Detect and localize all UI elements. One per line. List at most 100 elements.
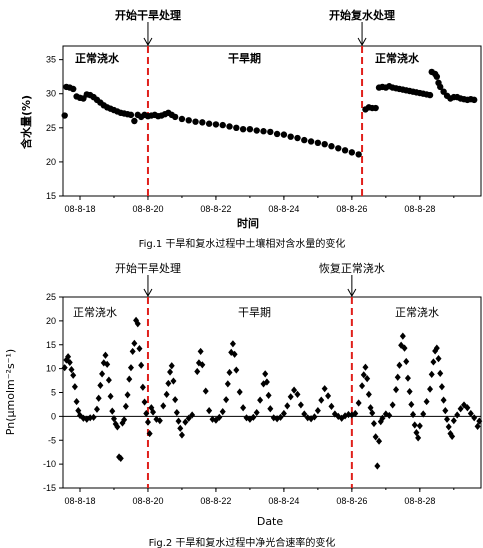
fig2-data-point — [444, 415, 451, 423]
fig2-data-point — [374, 462, 381, 470]
fig1-data-point — [328, 143, 335, 150]
fig1-data-point — [372, 104, 379, 112]
fig2-data-point — [311, 413, 318, 421]
fig2-data-point — [97, 381, 104, 389]
fig2-y-tick-label: -5 — [48, 435, 56, 445]
fig1-marker-label: 开始复水处理 — [329, 8, 395, 22]
fig2-data-point — [291, 386, 298, 394]
fig2-data-point — [301, 410, 308, 418]
fig2-data-point — [144, 418, 151, 426]
fig2-data-point — [280, 409, 287, 418]
fig2-x-tick-label: 08-8-18 — [64, 496, 95, 506]
fig2-data-point — [355, 399, 362, 407]
fig2-data-point — [168, 362, 175, 370]
fig2-data-point — [423, 397, 430, 406]
fig2-data-point — [219, 408, 226, 416]
fig2-data-point — [229, 340, 236, 348]
fig2-x-tick-label: 08-8-22 — [200, 496, 231, 506]
fig2-x-tick-label: 08-8-20 — [132, 496, 163, 506]
fig2-data-point — [362, 363, 369, 371]
fig2-data-point — [408, 400, 415, 409]
fig2-data-point — [359, 382, 366, 390]
fig2-data-point — [127, 364, 134, 372]
fig1-data-point — [61, 112, 68, 119]
fig2-data-point — [314, 407, 321, 415]
fig2-data-point — [438, 383, 445, 391]
fig2-data-point — [445, 423, 452, 431]
fig1-treatment-markers: 开始干旱处理 开始复水处理 — [115, 8, 395, 196]
fig2-data-point — [163, 390, 170, 399]
fig1-y-axis-label: 含水量(%) — [19, 95, 33, 150]
fig2-data-point — [202, 387, 209, 395]
fig1-data-point — [199, 119, 206, 126]
fig2-plot-frame — [62, 296, 482, 489]
fig2-data-point — [297, 401, 304, 409]
fig1-data-point — [267, 128, 274, 136]
fig1-data-point — [348, 149, 356, 156]
fig2-data-point — [440, 396, 447, 404]
fig2-data-point — [146, 429, 153, 438]
fig2-data-point — [167, 368, 174, 376]
fig2-data-point — [398, 341, 405, 349]
fig2-data-point — [263, 378, 270, 386]
fig2-data-point — [396, 361, 403, 369]
fig2-data-point — [411, 421, 418, 429]
fig2-data-point — [182, 418, 189, 426]
fig2-data-point — [131, 339, 138, 347]
fig2-data-point — [138, 361, 145, 369]
fig1-data-point — [307, 138, 315, 145]
fig2-data-point — [262, 370, 269, 378]
fig2-data-point — [382, 410, 389, 418]
fig2-data-point — [61, 364, 68, 372]
fig2-data-point — [80, 414, 87, 422]
fig2-marker-arrowhead — [347, 288, 357, 298]
fig1-y-tick-label: 30 — [46, 89, 56, 99]
fig2-data-point — [342, 412, 349, 420]
fig1-x-tick-label: 08-8-26 — [336, 204, 367, 214]
fig1-marker-arrowhead — [143, 37, 153, 47]
fig2-data-point — [471, 414, 478, 422]
fig1-data-point — [341, 147, 349, 154]
fig2-x-tick-label: 08-8-24 — [268, 496, 299, 506]
fig2-data-point — [129, 347, 136, 356]
fig2-data-point — [133, 316, 140, 324]
fig2-data-point — [99, 370, 106, 378]
fig1-data-point — [192, 118, 199, 125]
fig2-data-point — [189, 411, 196, 419]
fig1-data-point — [301, 136, 308, 144]
fig2-data-point — [66, 358, 73, 367]
fig2-data-point — [185, 414, 192, 422]
fig2-region-label-3: 正常浇水 — [395, 306, 439, 319]
fig2-data-point — [126, 375, 133, 383]
fig1-data-point — [131, 117, 138, 125]
fig2-data-point — [141, 398, 148, 406]
fig2-data-point — [410, 410, 417, 419]
fig2-data-point — [223, 396, 230, 404]
fig2-data-point — [284, 402, 291, 410]
fig1-data-point — [178, 115, 186, 123]
fig2-data-point — [464, 404, 471, 412]
fig1-x-tick-label: 08-8-22 — [200, 204, 231, 214]
fig2-data-point — [65, 353, 72, 361]
fig2-data-point — [328, 402, 335, 410]
fig2-data-point — [467, 409, 474, 418]
fig2-data-point — [433, 344, 440, 352]
fig2-data-point — [416, 422, 423, 430]
fig2-data-point — [420, 410, 427, 418]
fig2-data-point — [134, 320, 141, 328]
fig1-data-series — [61, 68, 478, 158]
fig2-data-point — [231, 350, 238, 358]
fig1-region-label-1: 正常浇水 — [75, 51, 120, 65]
fig2-data-point — [260, 380, 267, 388]
fig1-data-point — [294, 134, 301, 142]
fig2-data-point — [325, 392, 332, 400]
fig2-data-point — [100, 359, 107, 367]
fig2-data-point — [454, 411, 461, 419]
fig2-y-tick-label: 15 — [46, 340, 56, 350]
fig2-data-point — [352, 409, 359, 418]
fig2-data-point — [274, 415, 281, 423]
fig2-data-point — [372, 433, 379, 441]
fig2-data-point — [474, 422, 481, 431]
fig1-data-point — [246, 125, 254, 133]
fig2-data-point — [197, 347, 204, 356]
